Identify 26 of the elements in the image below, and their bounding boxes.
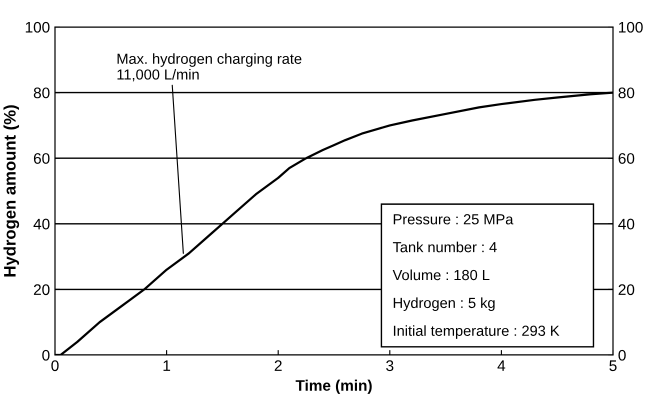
annotation: Max. hydrogen charging rate 11,000 L/min <box>117 53 302 82</box>
y-tick-label: 20 <box>34 284 50 296</box>
y-tick-label: 80 <box>34 87 50 98</box>
x-tick-label: 2 <box>274 360 282 371</box>
x-tick-label: 4 <box>498 360 506 371</box>
y-tick-label: 100 <box>26 22 50 33</box>
x-tick-label: 0 <box>51 360 59 372</box>
y-tick-label: 40 <box>34 218 50 230</box>
x-tick-label: 5 <box>609 360 617 372</box>
x-axis-title: Time (min) <box>296 380 372 394</box>
annotation: Initial temperature : 293 K <box>394 325 560 339</box>
annotation: Volume : 180 L <box>392 269 490 280</box>
y2-tick-label: 20 <box>618 284 634 296</box>
annotation: Tank number : 4 <box>392 242 497 252</box>
y-tick-label: 0 <box>42 350 50 361</box>
x-tick-label: 1 <box>164 360 170 371</box>
y2-tick-label: 0 <box>618 350 626 361</box>
y-tick-label: 60 <box>34 153 50 164</box>
y2-tick-label: 100 <box>619 22 643 33</box>
annotation: Pressure : 25 MPa <box>394 214 514 224</box>
y2-tick-label: 80 <box>618 87 634 98</box>
y2-tick-label: 60 <box>618 153 634 164</box>
y2-tick-label: 40 <box>618 218 634 230</box>
annotation: Hydrogen : 5 kg <box>394 297 495 311</box>
y-axis-title: Hydrogen amount (%) <box>3 105 20 276</box>
x-tick-label: 3 <box>386 360 394 372</box>
